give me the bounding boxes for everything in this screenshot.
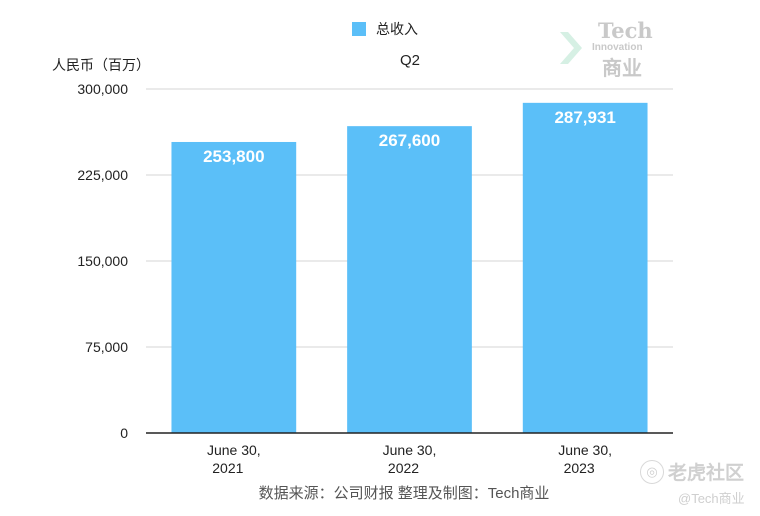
y-tick-label: 0 [120, 425, 128, 441]
logo-sub: Innovation [592, 42, 643, 53]
x-axis-ticks: June 30, 2021 June 30, 2022 June 30, 2023 [207, 442, 612, 476]
legend-swatch [352, 22, 366, 36]
legend: 总收入 [352, 19, 418, 39]
bar-value-label: 287,931 [554, 108, 615, 127]
source-note: 数据来源：公司财报 整理及制图：Tech商业 [258, 485, 550, 502]
bar [347, 126, 472, 433]
bar [522, 102, 648, 434]
watermark-handle: @Tech商业 [678, 491, 745, 506]
x-tick-label: June 30, 2021 [207, 442, 261, 476]
y-tick-label: 300,000 [77, 81, 128, 97]
logo-cn: 商业 [602, 58, 642, 80]
x-tick-label: June 30, 2022 [383, 442, 437, 476]
bar-labels: 253,800 267,600 287,931 [203, 108, 616, 166]
bar-value-label: 267,600 [379, 131, 440, 150]
x-tick-label: June 30, 2023 [558, 442, 612, 476]
bar [171, 141, 297, 433]
tiger-icon: ◎ [640, 460, 664, 484]
y-axis-ticks: 0 75,000 150,000 225,000 300,000 [77, 81, 128, 441]
legend-label: 总收入 [376, 21, 418, 37]
y-tick-label: 75,000 [85, 339, 128, 355]
chart-title: Q2 [399, 52, 420, 69]
y-tick-label: 150,000 [77, 253, 128, 269]
watermark: ◎ 老虎社区 @Tech商业 [640, 458, 760, 514]
watermark-name: 老虎社区 [668, 463, 745, 484]
y-axis-label: 人民币（百万） [52, 57, 150, 73]
y-tick-label: 225,000 [77, 167, 128, 183]
tech-logo: Tech Innovation 商业 [558, 18, 658, 80]
bar-value-label: 253,800 [203, 147, 264, 166]
chevron-logo-icon [560, 32, 582, 64]
bars [171, 102, 648, 434]
logo-name: Tech [598, 18, 653, 43]
